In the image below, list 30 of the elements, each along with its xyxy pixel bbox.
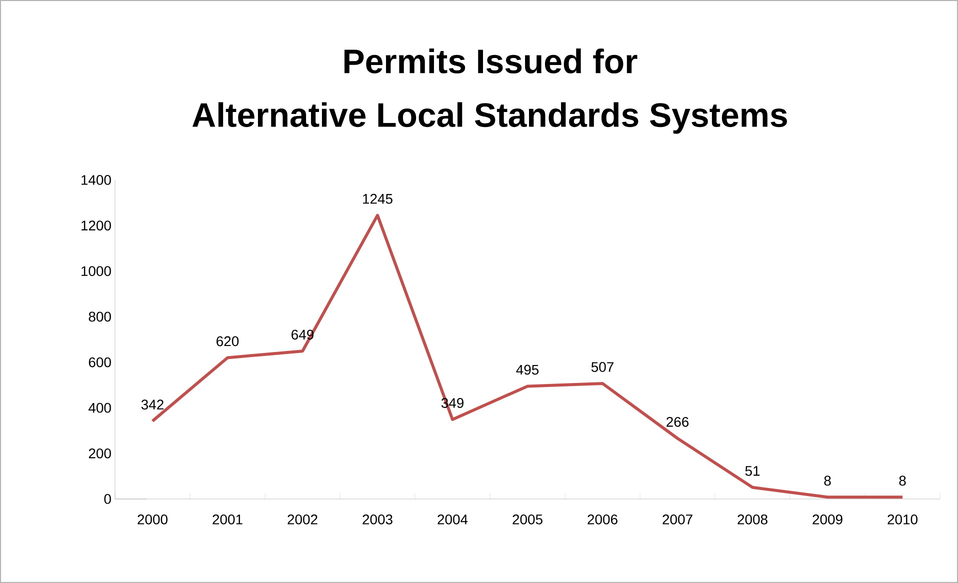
y-tick-label: 1200 [82,220,111,230]
x-tick-label: 2007 [662,514,692,524]
y-tick-label: 1400 [82,175,111,185]
x-tick-label: 2004 [438,514,468,524]
y-tick-label: 400 [88,402,111,413]
x-tick-label: 2010 [888,514,918,524]
x-tick-label: 2000 [138,514,168,524]
x-tick-label: 2002 [288,514,318,524]
data-label: 266 [666,416,689,427]
y-tick-label: 200 [88,448,111,458]
data-label: 8 [824,476,831,486]
x-tick-label: 2009 [812,514,842,524]
data-label: 51 [745,466,760,476]
data-label: 620 [216,336,239,346]
x-tick-label: 2005 [512,514,542,524]
x-tick-label: 2001 [212,514,242,524]
y-tick-label: 1000 [82,266,111,276]
x-tick-label: 2006 [588,514,618,524]
data-label: 495 [516,364,539,375]
x-tick-label: 2008 [738,514,768,524]
y-tick-label: 0 [104,494,111,504]
data-label: 8 [899,476,906,486]
chart-subtitle: Alternative Local Standards Systems [192,102,787,134]
chart-title: Permits Issued for [344,48,638,74]
data-label: 507 [591,362,614,372]
x-tick-label: 2003 [362,514,392,524]
y-tick-label: 800 [88,312,111,322]
data-label: 1245 [363,194,392,204]
y-tick-label: 600 [88,357,111,368]
data-label: 342 [141,400,164,410]
